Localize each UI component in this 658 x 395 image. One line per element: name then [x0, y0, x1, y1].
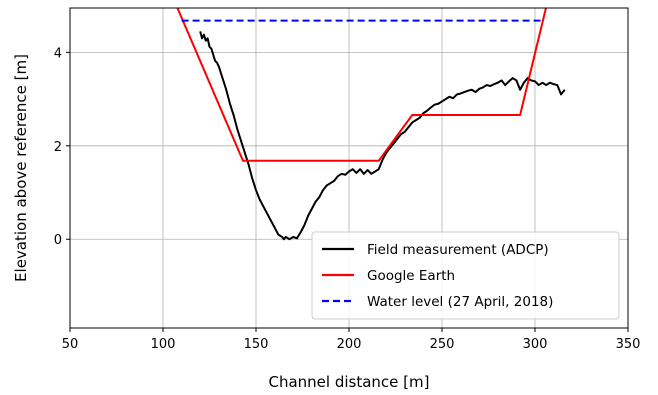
legend-label-2: Google Earth	[367, 268, 455, 284]
x-tick-label: 50	[62, 337, 79, 352]
y-tick-label: 2	[54, 140, 62, 155]
legend-box	[311, 231, 620, 320]
y-axis-label: Elevation above reference [m]	[12, 54, 30, 282]
x-axis-label: Channel distance [m]	[269, 373, 430, 391]
legend: Field measurement (ADCP) Google Earth Wate…	[311, 231, 620, 320]
x-tick-label: 150	[244, 337, 269, 352]
x-tick-label: 200	[337, 337, 362, 352]
x-tick-label: 100	[151, 337, 176, 352]
x-tick-label: 350	[616, 337, 641, 352]
series-line-2	[176, 8, 547, 162]
y-tick-label: 0	[54, 233, 62, 248]
series-line-1	[199, 31, 566, 241]
plot-area	[176, 8, 566, 241]
axes: 50 100 150 200 250 300 350 0 2 4	[54, 7, 641, 352]
legend-label-1: Field measurement (ADCP)	[367, 242, 549, 258]
y-tick-label: 4	[54, 46, 62, 61]
x-tick-label: 300	[523, 337, 548, 352]
legend-label-3: Water level (27 April, 2018)	[367, 294, 553, 310]
x-tick-label: 250	[430, 337, 455, 352]
